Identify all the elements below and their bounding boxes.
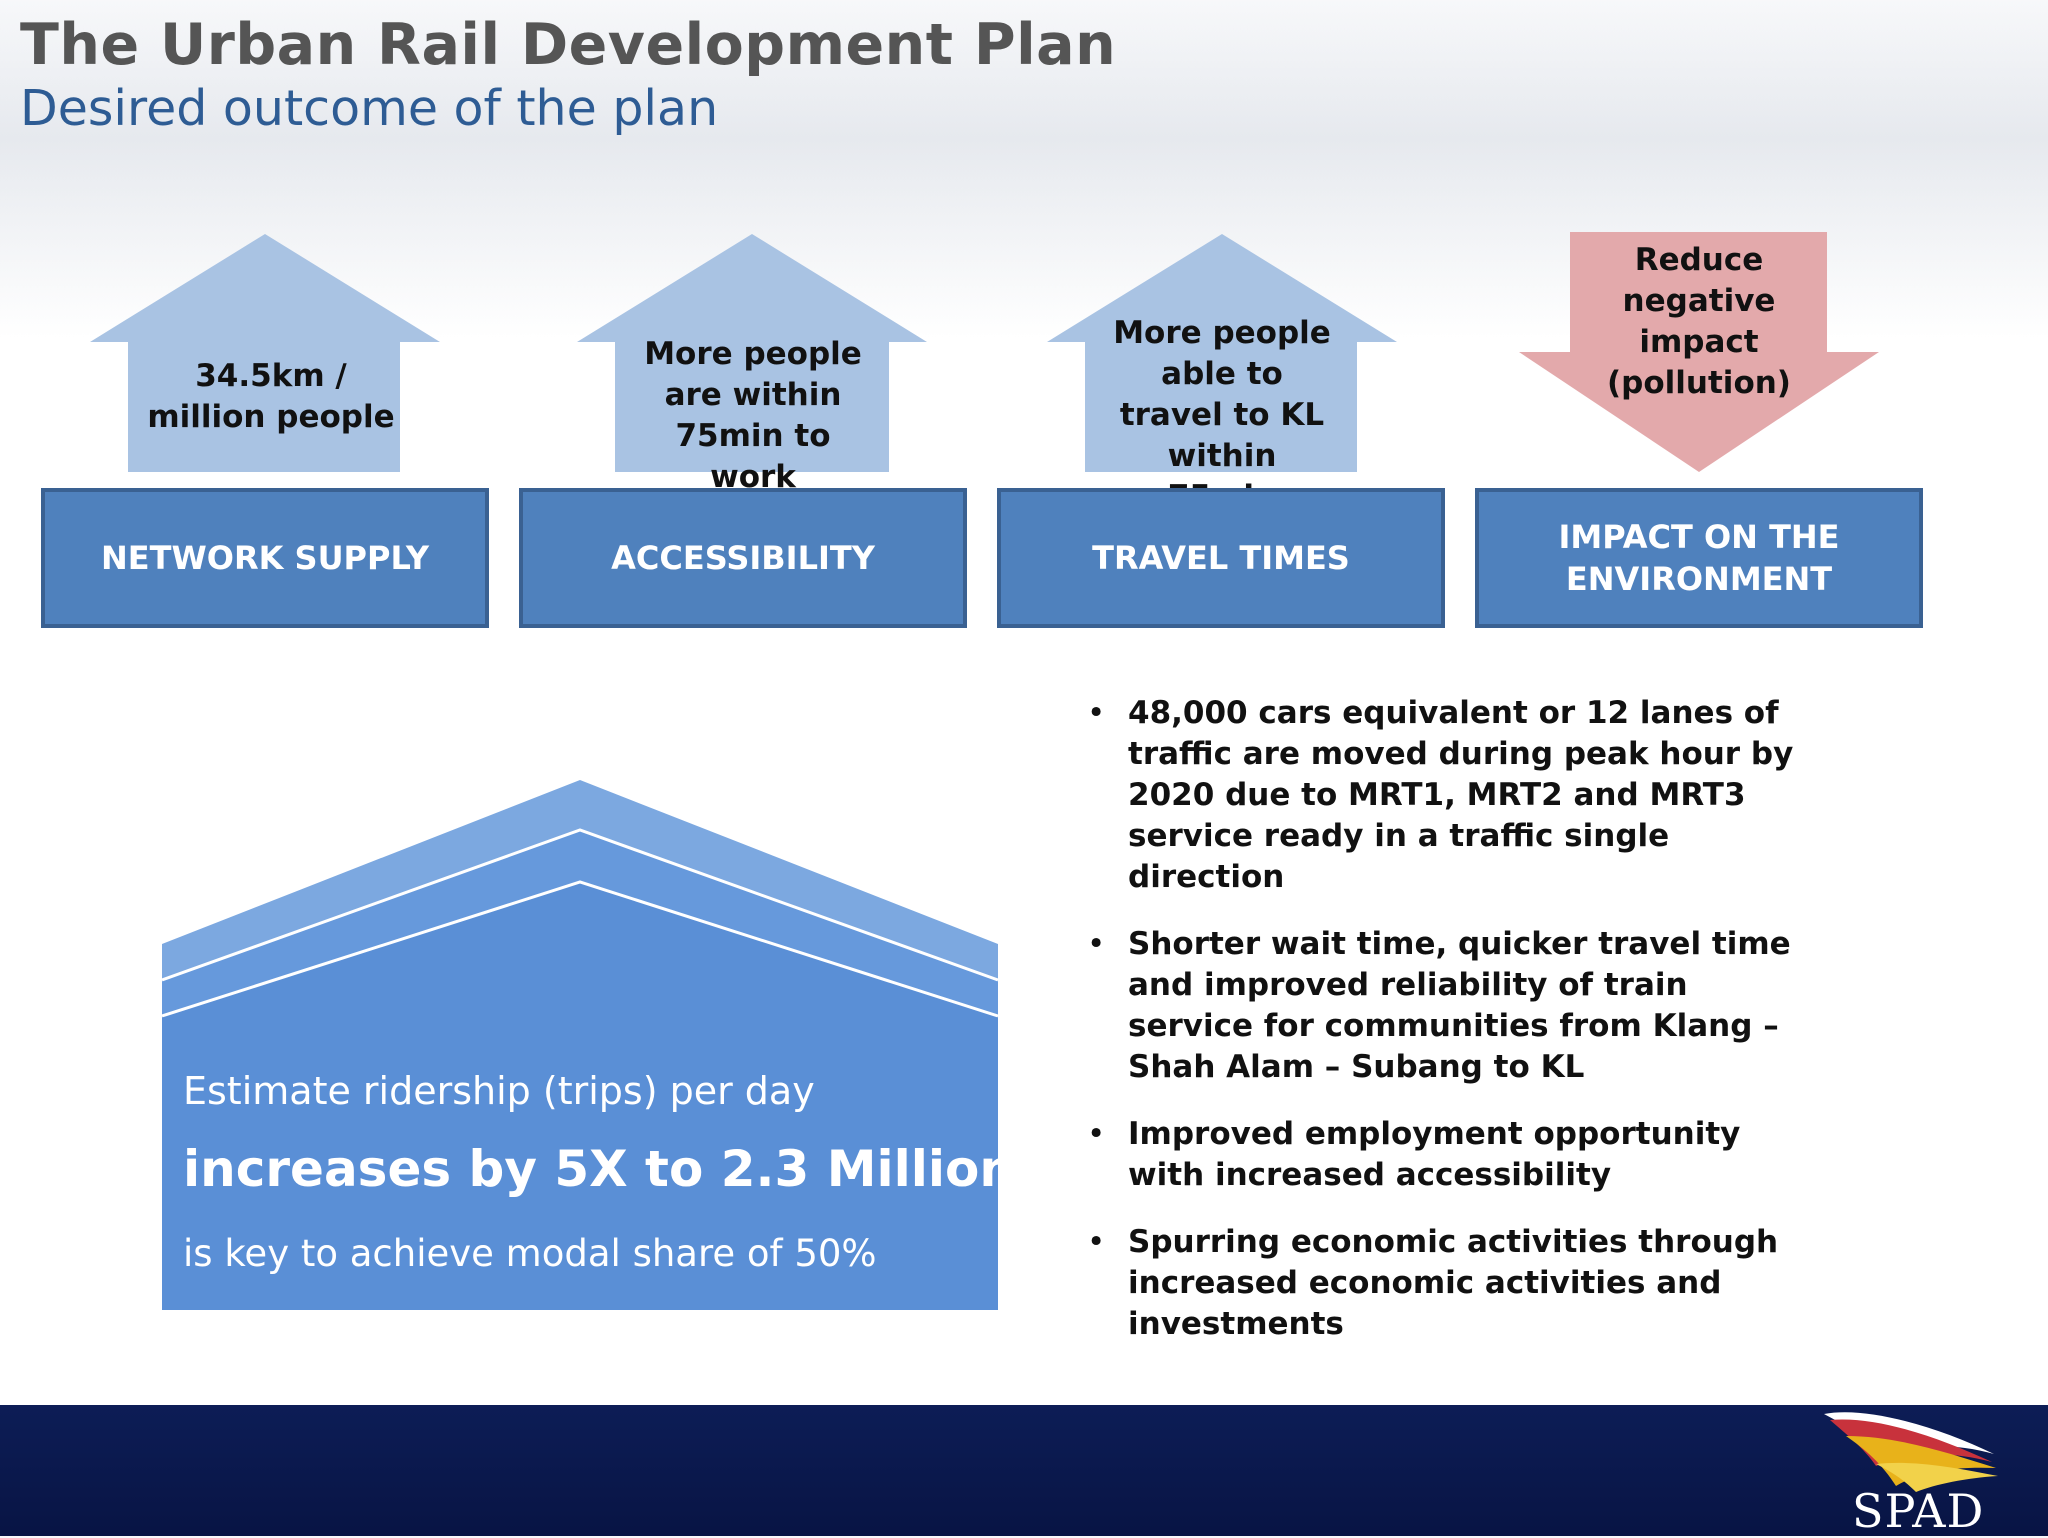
slide-subtitle: Desired outcome of the plan — [20, 80, 719, 137]
bullet-dot: • — [1087, 1116, 1106, 1152]
up-arrow-network-supply: 34.5km / million people — [90, 234, 440, 472]
bullet-item: • Improved employment opportunity with in… — [1087, 1114, 1807, 1196]
up-arrow-shape — [90, 234, 440, 472]
category-travel-times: TRAVEL TIMES — [997, 488, 1445, 628]
arrow-label: Reduce negative impact (pollution) — [1607, 242, 1791, 401]
up-arrow-shape — [577, 234, 927, 472]
bullet-dot: • — [1087, 926, 1106, 962]
bullet-item: • Shorter wait time, quicker travel time … — [1087, 924, 1807, 1088]
bullet-item: • 48,000 cars equivalent or 12 lanes of t… — [1087, 693, 1807, 898]
bullet-text: Shorter wait time, quicker travel time a… — [1128, 926, 1791, 1085]
bullet-text: 48,000 cars equivalent or 12 lanes of tr… — [1128, 695, 1794, 895]
up-arrow-shape — [1047, 234, 1397, 472]
up-arrow-accessibility: More people are within 75min to work — [577, 234, 927, 495]
ridership-headline: increases by 5X to 2.3 Million — [183, 1140, 1015, 1198]
ridership-note: is key to achieve modal share of 50% — [183, 1232, 877, 1275]
category-accessibility: ACCESSIBILITY — [519, 488, 967, 628]
bullet-dot: • — [1087, 1224, 1106, 1260]
down-arrow-environment: Reduce negative impact (pollution) — [1519, 232, 1879, 472]
spad-logo — [1816, 1406, 2006, 1500]
arrow-label: More people are within 75min to work — [644, 336, 862, 495]
arrow-label: 34.5km / million people — [147, 358, 395, 435]
down-arrow-shape — [1519, 232, 1879, 472]
ridership-intro: Estimate ridership (trips) per day — [183, 1069, 815, 1113]
spad-swoosh-icon — [1824, 1412, 1998, 1492]
bullet-dot: • — [1087, 695, 1106, 731]
bullet-text: Improved employment opportunity with inc… — [1128, 1116, 1741, 1193]
slide-title: The Urban Rail Development Plan — [20, 12, 1117, 78]
bullet-item: • Spurring economic activities through in… — [1087, 1222, 1807, 1345]
up-arrow-travel-times: More people able to travel to KL within … — [1047, 234, 1397, 515]
outcome-bullet-list: • 48,000 cars equivalent or 12 lanes of t… — [1087, 693, 1807, 1371]
category-impact-environment: IMPACT ON THE ENVIRONMENT — [1475, 488, 1923, 628]
ridership-house-shape — [161, 780, 1000, 1314]
category-network-supply: NETWORK SUPPLY — [41, 488, 489, 628]
footer-band — [0, 1405, 2048, 1536]
spad-logo-text: SPAD — [1852, 1484, 1985, 1538]
bullet-text: Spurring economic activities through inc… — [1128, 1224, 1779, 1342]
